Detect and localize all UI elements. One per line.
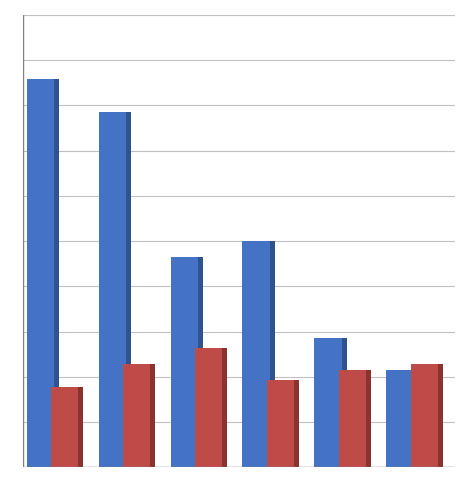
Bar — [366, 370, 371, 467]
Bar — [54, 79, 59, 467]
Bar — [198, 257, 203, 467]
Bar — [386, 370, 414, 467]
Bar — [51, 387, 78, 467]
Bar — [314, 338, 341, 467]
Bar — [438, 364, 443, 467]
Bar — [222, 348, 227, 467]
Bar — [123, 364, 151, 467]
Bar — [339, 370, 366, 467]
Bar — [294, 380, 299, 467]
Bar — [341, 338, 347, 467]
Bar — [78, 387, 83, 467]
Bar — [27, 79, 54, 467]
Bar — [171, 257, 198, 467]
Bar — [411, 364, 438, 467]
Bar — [270, 241, 275, 467]
Bar — [267, 380, 294, 467]
Bar — [151, 364, 155, 467]
Bar — [242, 241, 270, 467]
Bar — [414, 370, 419, 467]
Bar — [98, 112, 126, 467]
Bar — [195, 348, 222, 467]
Bar — [126, 112, 131, 467]
